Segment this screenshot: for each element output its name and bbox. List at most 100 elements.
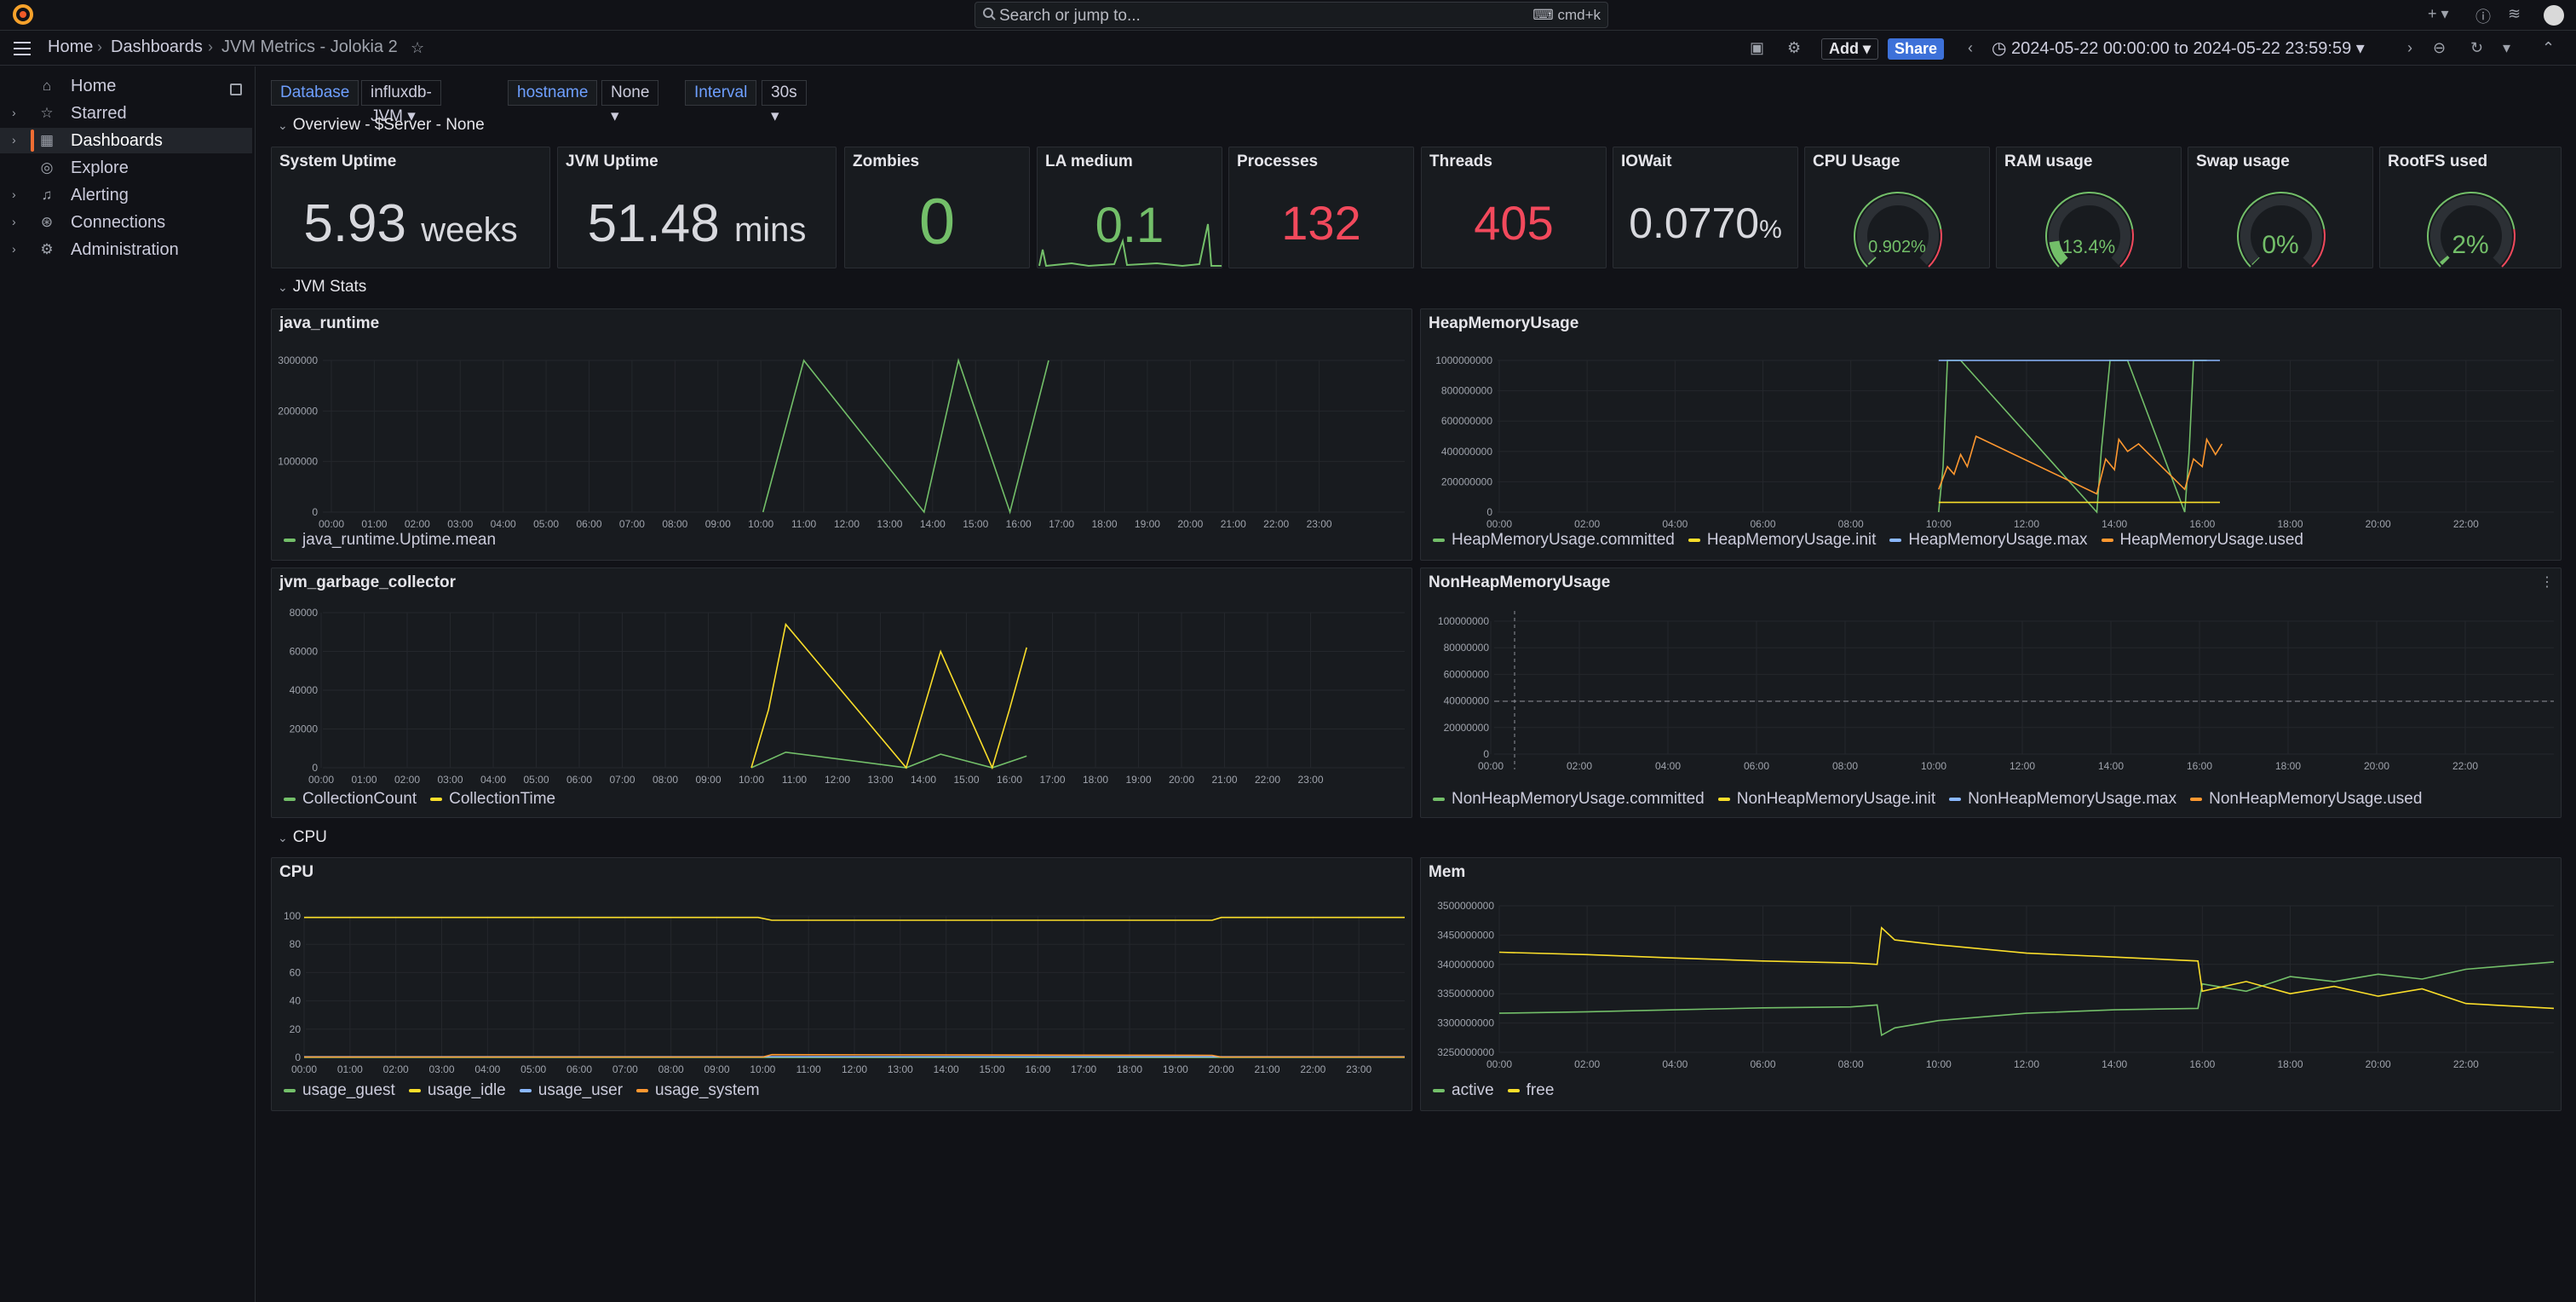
legend-item[interactable]: HeapMemoryUsage.used: [2101, 531, 2303, 549]
row-jvm-stats[interactable]: ⌄ JVM Stats: [278, 278, 367, 296]
connections-icon: ⊛: [40, 214, 54, 230]
expand-icon[interactable]: ›: [12, 215, 16, 228]
gauge-panel-cpu-usage[interactable]: CPU Usage 0.902%: [1804, 147, 1990, 268]
legend-item[interactable]: usage_guest: [284, 1081, 395, 1099]
x-tick-label: 08:00: [1838, 1058, 1864, 1070]
y-tick-label: 40: [290, 995, 302, 1007]
expand-icon[interactable]: ›: [12, 106, 16, 119]
panel-cpu[interactable]: CPU 100 80 60 40 20 0 00:00 01:00 02:00 03:00 04:0…: [271, 857, 1412, 1111]
row-cpu[interactable]: ⌄ CPU: [278, 828, 327, 846]
stat-panel-jvm-uptime[interactable]: JVM Uptime 51.48 mins: [557, 147, 837, 268]
zoom-out-icon[interactable]: ⊖: [2433, 39, 2447, 56]
legend-item[interactable]: usage_user: [519, 1081, 624, 1099]
gauge-threshold-green: [2237, 192, 2326, 268]
legend-item[interactable]: HeapMemoryUsage.max: [1889, 531, 2088, 549]
variable-select-database[interactable]: influxdb-JVM ▾: [361, 80, 441, 125]
expand-icon[interactable]: ›: [12, 187, 16, 201]
variable-select-hostname[interactable]: None ▾: [601, 80, 659, 125]
gauge-threshold-red: [2119, 228, 2134, 268]
x-tick-label: 20:00: [2366, 518, 2391, 530]
refresh-icon[interactable]: ↻: [2470, 39, 2484, 56]
legend-item[interactable]: HeapMemoryUsage.init: [1688, 531, 1877, 549]
legend-item[interactable]: usage_idle: [408, 1081, 506, 1099]
series-line-collectioncount: [750, 751, 1027, 769]
sidebar-item-administration[interactable]: › ⚙ Administration: [0, 237, 252, 262]
legend-item[interactable]: usage_system: [636, 1081, 760, 1099]
x-tick-label: 23:00: [1297, 774, 1323, 786]
dock-menu-icon[interactable]: [230, 84, 242, 95]
search-input[interactable]: Search or jump to... ⌨ cmd+k: [975, 2, 1608, 28]
series-line-usage_idle: [304, 916, 1405, 921]
panel-heap-memory-usage[interactable]: HeapMemoryUsage 1000000000 800000000 60000…: [1420, 308, 2562, 561]
sidebar-item-home[interactable]: ⌂ Home: [0, 73, 252, 99]
stat-value: 51.48 mins: [587, 194, 807, 253]
breadcrumb-home[interactable]: Home: [48, 37, 94, 56]
refresh-interval-icon[interactable]: ▾: [2503, 39, 2511, 56]
add-button[interactable]: Add ▾: [1821, 38, 1879, 60]
stat-panel-la-medium[interactable]: LA medium 0.1: [1037, 147, 1222, 268]
stat-panel-system-uptime[interactable]: System Uptime 5.93 weeks: [271, 147, 550, 268]
legend-item[interactable]: NonHeapMemoryUsage.init: [1717, 790, 1935, 808]
sidebar-item-connections[interactable]: › ⊛ Connections: [0, 210, 252, 235]
legend-item[interactable]: CollectionCount: [284, 790, 417, 808]
sidebar-item-alerting[interactable]: › ♫ Alerting: [0, 182, 252, 208]
help-icon[interactable]: ⓘ: [2475, 9, 2491, 26]
expand-icon[interactable]: ›: [12, 242, 16, 256]
panel-jvm-garbage-collector[interactable]: jvm_garbage_collector 80000 60000 40000 200…: [271, 567, 1412, 818]
gauge-value: 13.4%: [2061, 236, 2116, 257]
sidebar-item-dashboards[interactable]: › ▦ Dashboards: [0, 128, 252, 153]
stat-panel-processes[interactable]: Processes 132: [1228, 147, 1414, 268]
legend-item[interactable]: active: [1433, 1081, 1494, 1099]
legend-item[interactable]: CollectionTime: [430, 790, 555, 808]
legend-item[interactable]: HeapMemoryUsage.committed: [1433, 531, 1675, 549]
panel-non-heap-memory-usage[interactable]: NonHeapMemoryUsage 100000000 80000000 6000…: [1420, 567, 2562, 818]
gauge-panel-ram-usage[interactable]: RAM usage 13.4%: [1996, 147, 2182, 268]
variable-select-interval[interactable]: 30s ▾: [762, 80, 807, 125]
share-button[interactable]: Share: [1888, 38, 1945, 60]
stat-panel-zombies[interactable]: Zombies 0: [844, 147, 1030, 268]
legend-item[interactable]: NonHeapMemoryUsage.max: [1949, 790, 2176, 808]
save-icon[interactable]: ▣: [1750, 39, 1765, 56]
sidebar: ⌂ Home › ☆ Starred › ▦ Dashboards ◎ Expl…: [0, 66, 256, 1302]
chevron-down-icon: ⌄: [278, 280, 288, 294]
stat-panel-threads[interactable]: Threads 405: [1421, 147, 1607, 268]
menu-icon[interactable]: [14, 42, 31, 55]
panel-java-runtime[interactable]: java_runtime 3000000 2000000 1000000 0 00:00…: [271, 308, 1412, 561]
gauge-panel-rootfs-used[interactable]: RootFS used 2%: [2379, 147, 2562, 268]
panel-menu-icon[interactable]: ⋮: [2540, 575, 2554, 590]
row-overview[interactable]: ⌄ Overview - $Server - None: [278, 116, 485, 134]
panel-mem[interactable]: Mem 3500000000 3450000000 3400000000 335000…: [1420, 857, 2562, 1111]
breadcrumb-dashboards[interactable]: Dashboards: [111, 37, 203, 56]
x-tick-label: 02:00: [1574, 518, 1600, 530]
legend-swatch: [1949, 797, 1962, 801]
time-back-icon[interactable]: ‹: [1968, 39, 1973, 56]
avatar[interactable]: [2544, 5, 2564, 26]
x-tick-label: 10:00: [748, 518, 773, 530]
legend-item[interactable]: free: [1507, 1081, 1554, 1099]
y-tick-label: 20: [290, 1023, 302, 1035]
legend-item[interactable]: java_runtime.Uptime.mean: [284, 531, 496, 549]
legend-item[interactable]: NonHeapMemoryUsage.used: [2190, 790, 2422, 808]
time-range-picker[interactable]: ◷ 2024-05-22 00:00:00 to 2024-05-22 23:5…: [1992, 39, 2365, 58]
legend-label: usage_user: [538, 1081, 624, 1099]
sidebar-item-explore[interactable]: ◎ Explore: [0, 155, 252, 181]
star-icon[interactable]: ☆: [411, 39, 425, 56]
series-line-free: [1498, 926, 2555, 1010]
collapse-icon[interactable]: ⌃: [2542, 39, 2556, 56]
stat-panel-iowait[interactable]: IOWait 0.0770%: [1613, 147, 1798, 268]
expand-icon[interactable]: ›: [12, 133, 16, 147]
x-tick-label: 20:00: [1177, 518, 1203, 530]
x-tick-label: 00:00: [1486, 1058, 1512, 1070]
plus-icon[interactable]: + ▾: [2428, 5, 2449, 22]
settings-icon[interactable]: ⚙: [1787, 39, 1802, 56]
news-icon[interactable]: ≋: [2508, 5, 2521, 22]
time-forward-icon[interactable]: ›: [2407, 39, 2412, 56]
y-tick-label: 3450000000: [1437, 929, 1494, 941]
legend-label: HeapMemoryUsage.init: [1706, 531, 1877, 549]
legend-item[interactable]: NonHeapMemoryUsage.committed: [1433, 790, 1705, 808]
grafana-logo-icon[interactable]: [12, 3, 34, 26]
gauge-panel-swap-usage[interactable]: Swap usage 0%: [2188, 147, 2373, 268]
variable-label-hostname: hostname: [508, 80, 598, 106]
sidebar-item-starred[interactable]: › ☆ Starred: [0, 101, 252, 126]
x-tick-label: 11:00: [791, 518, 816, 530]
